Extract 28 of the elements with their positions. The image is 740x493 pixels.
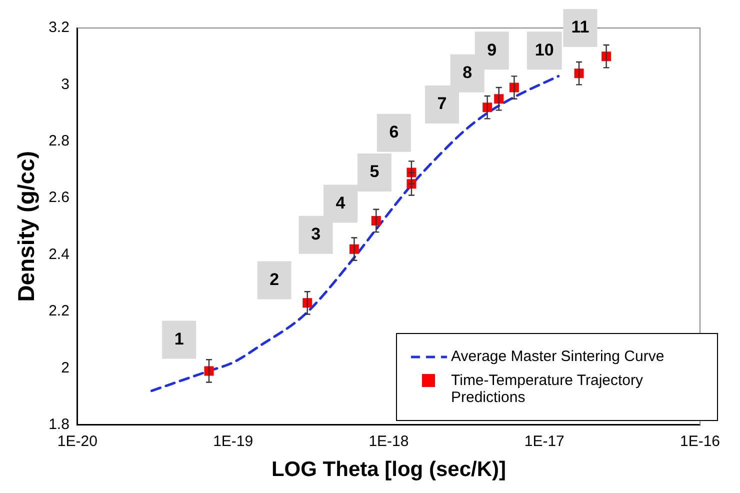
y-tick-label: 2.2 [48,302,70,320]
y-tick-label: 3.2 [48,19,70,36]
x-tick-label: 1E-17 [524,432,564,450]
annotation: 3 [311,224,321,244]
y-tick-label: 1.8 [48,416,70,433]
y-axis-title: Density (g/cc) [13,150,40,302]
y-tick-label: 2 [61,359,70,376]
annotation: 8 [462,63,472,82]
x-tick-label: 1E-20 [57,432,98,450]
y-tick-label: 2.6 [48,189,70,206]
x-axis-title: LOG Theta [log (sec/K)] [271,458,506,482]
y-tick-label: 2.8 [48,132,70,150]
y-tick-label: 2.4 [48,246,70,263]
legend-label: Time-Temperature Trajectory Predictions [451,372,644,406]
annotation: 4 [336,193,346,212]
x-tick-label: 1E-19 [213,432,254,450]
annotation: 5 [370,162,380,182]
y-tick-label: 3 [61,76,70,93]
annotation: 11 [571,18,590,37]
annotation: 2 [270,270,280,289]
x-tick-label: 1E-18 [368,432,409,450]
annotation: 9 [487,40,497,60]
annotation: 1 [174,329,184,348]
x-tick-label: 1E-16 [680,432,720,450]
legend-label: Average Master Sintering Curve [451,348,664,365]
annotation: 7 [437,94,447,114]
annotation: 10 [534,40,554,60]
annotation: 6 [389,122,399,142]
